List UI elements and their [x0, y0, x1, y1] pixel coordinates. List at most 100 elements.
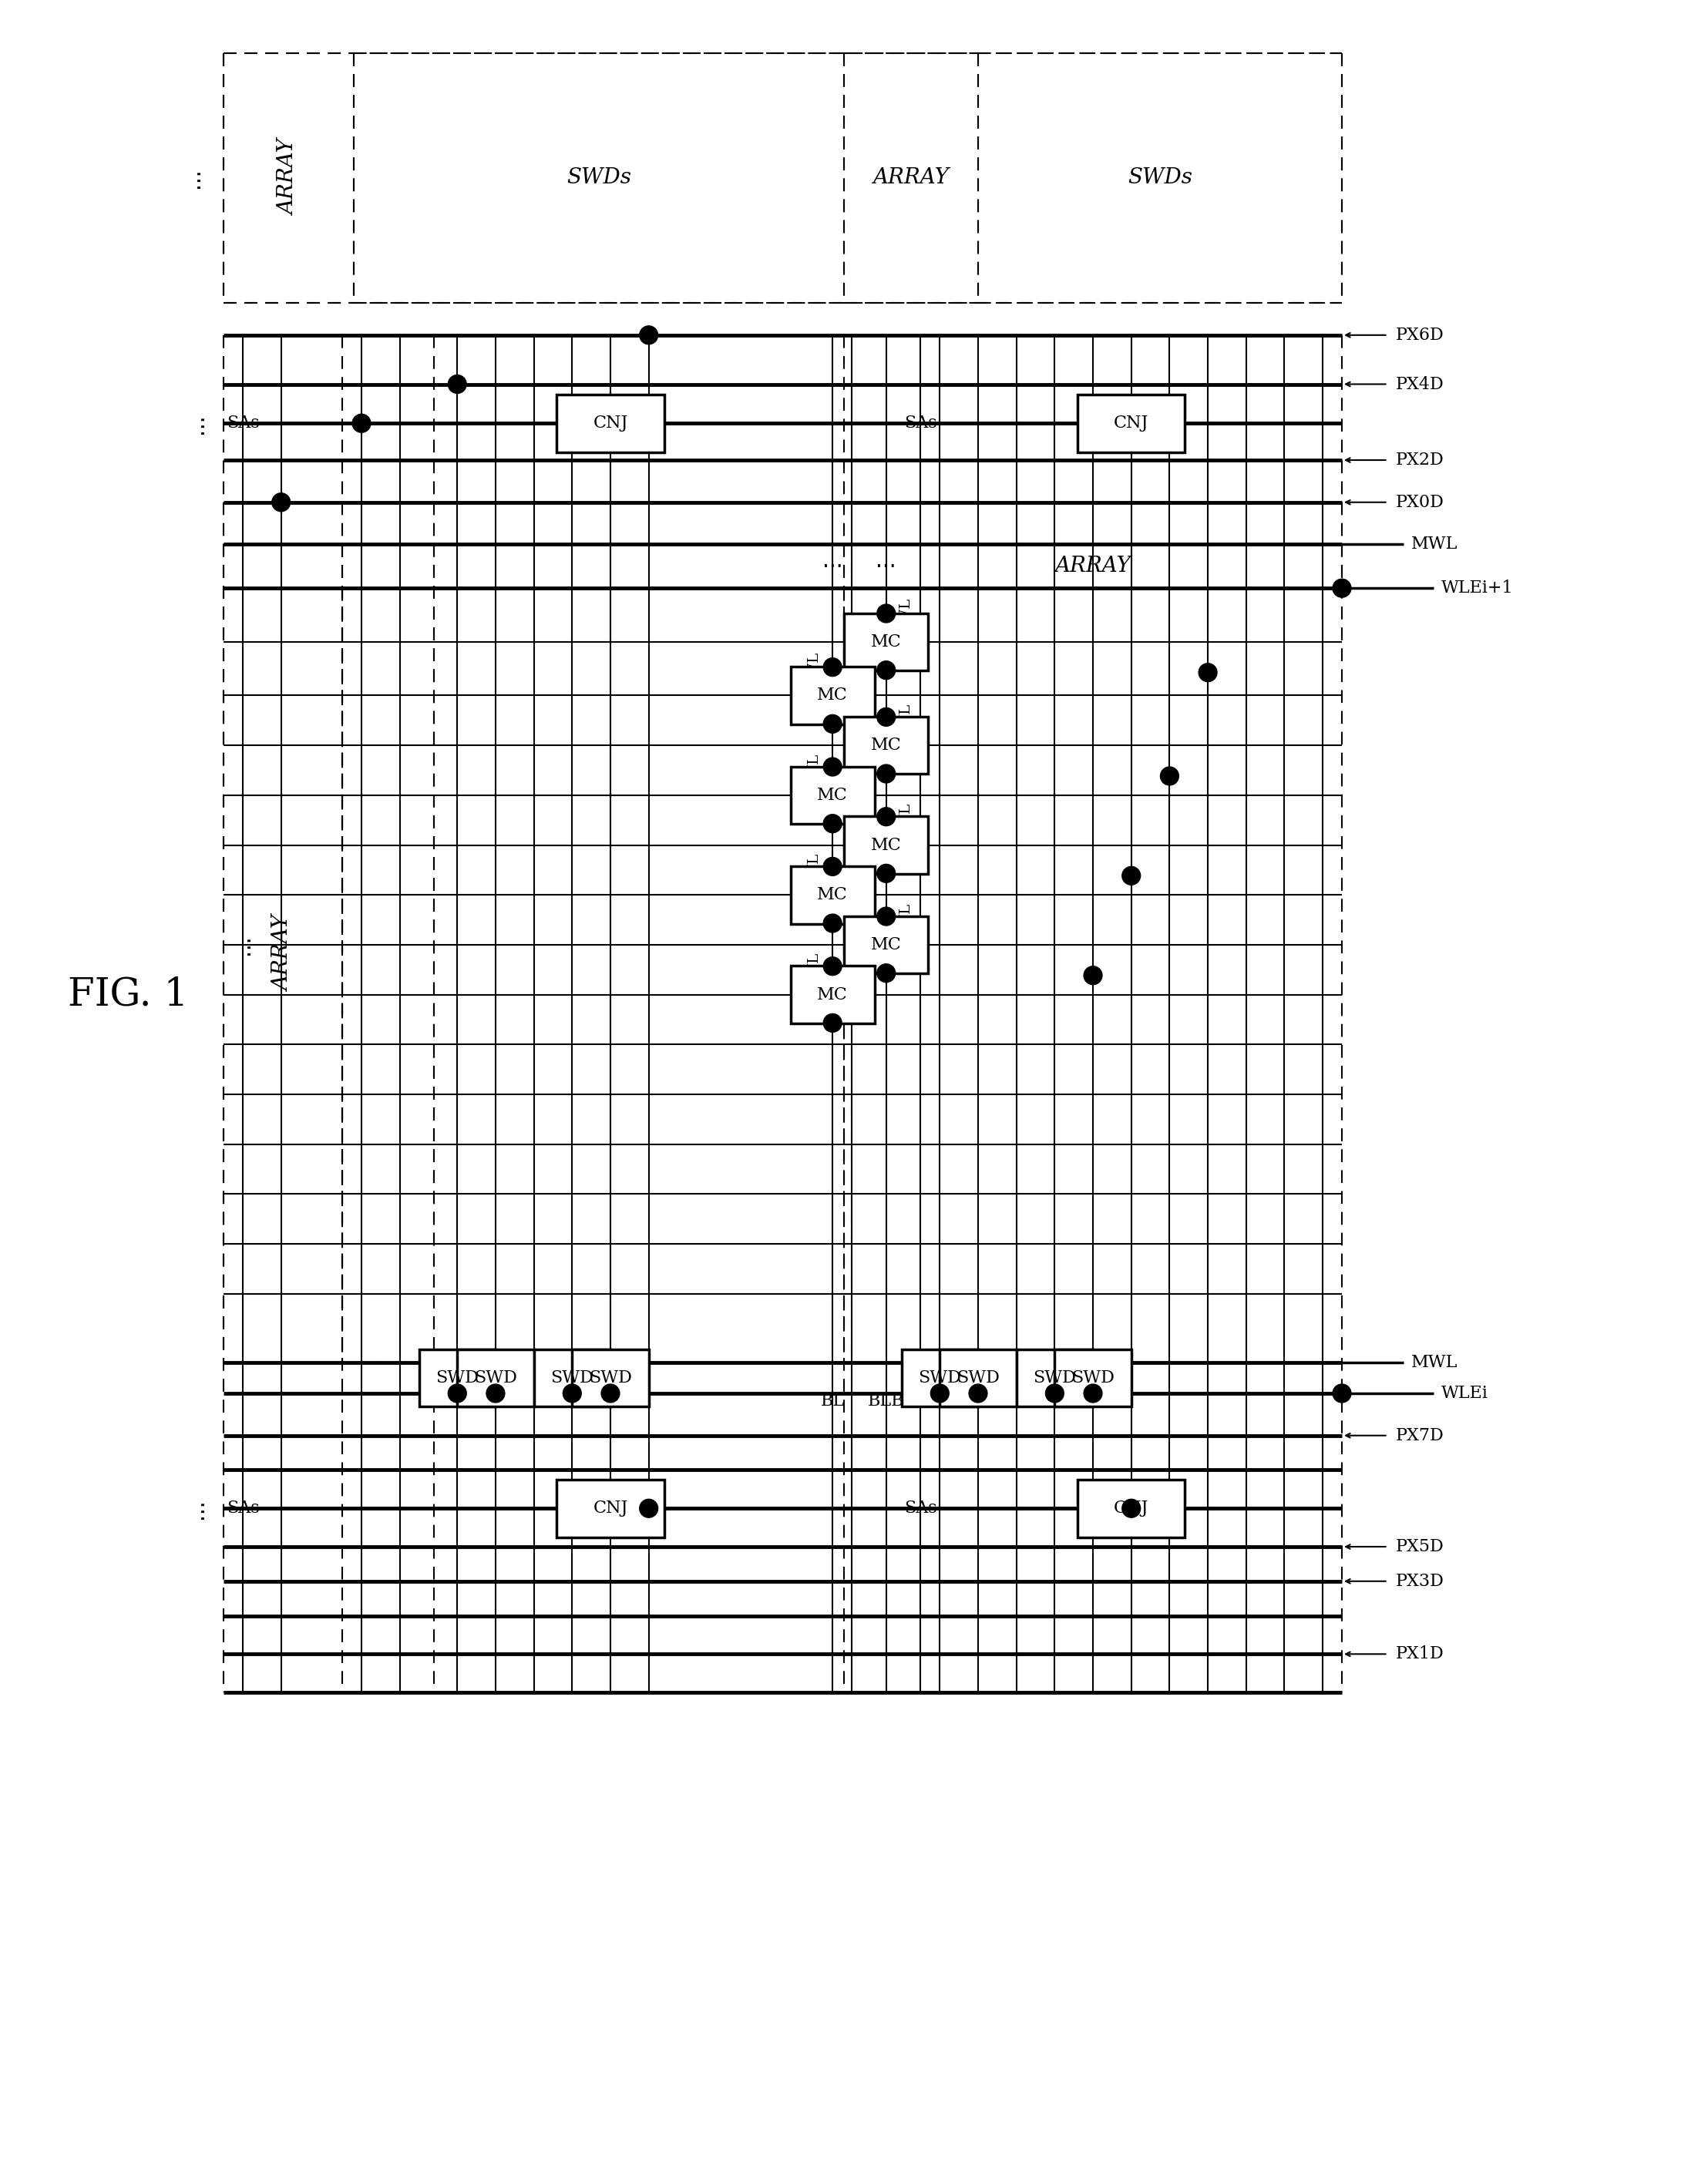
- Circle shape: [823, 1013, 842, 1032]
- Circle shape: [823, 658, 842, 677]
- Circle shape: [1122, 866, 1141, 885]
- Bar: [791, 965, 874, 1024]
- Text: BLB: BLB: [868, 1391, 905, 1409]
- Bar: [844, 716, 927, 775]
- Text: SAs: SAs: [904, 1500, 938, 1517]
- Circle shape: [931, 1385, 950, 1402]
- Text: MWL: MWL: [1411, 537, 1457, 554]
- Bar: [791, 766, 874, 824]
- Text: ...: ...: [822, 550, 842, 571]
- Text: MC: MC: [816, 987, 847, 1004]
- Text: PX6D: PX6D: [1395, 327, 1443, 344]
- Text: CNJ: CNJ: [1114, 415, 1149, 433]
- Circle shape: [1160, 766, 1179, 786]
- Text: PX5D: PX5D: [1395, 1539, 1443, 1556]
- Text: CNJ: CNJ: [593, 1500, 629, 1517]
- Circle shape: [876, 660, 895, 679]
- Text: MC: MC: [871, 937, 902, 952]
- Bar: [557, 1480, 664, 1536]
- Text: MC: MC: [871, 634, 902, 651]
- Bar: [557, 394, 664, 452]
- Circle shape: [823, 757, 842, 777]
- Text: SWD: SWD: [589, 1370, 632, 1387]
- Circle shape: [876, 963, 895, 982]
- Text: ...: ...: [186, 1497, 208, 1519]
- Text: SWL: SWL: [806, 853, 820, 887]
- Circle shape: [876, 764, 895, 783]
- Circle shape: [876, 604, 895, 623]
- Circle shape: [1332, 580, 1351, 597]
- Text: PX7D: PX7D: [1395, 1426, 1443, 1443]
- Circle shape: [1085, 1385, 1102, 1402]
- Circle shape: [352, 413, 371, 433]
- Text: SWD: SWD: [475, 1370, 518, 1387]
- Text: PX4D: PX4D: [1395, 377, 1443, 392]
- Bar: [1054, 1348, 1131, 1407]
- Circle shape: [823, 913, 842, 933]
- Text: SWL: SWL: [898, 902, 912, 937]
- Text: SWL: SWL: [898, 703, 912, 738]
- Circle shape: [1085, 965, 1102, 985]
- Text: SWL: SWL: [806, 952, 820, 987]
- Text: SWD: SWD: [550, 1370, 594, 1387]
- Bar: [572, 1348, 649, 1407]
- Text: MWL: MWL: [1411, 1355, 1457, 1372]
- Bar: [1016, 1348, 1093, 1407]
- Bar: [844, 612, 927, 671]
- Bar: [1078, 394, 1185, 452]
- Text: ...: ...: [876, 550, 897, 571]
- Text: FIG. 1: FIG. 1: [68, 976, 188, 1013]
- Circle shape: [876, 863, 895, 883]
- Text: CNJ: CNJ: [1114, 1500, 1149, 1517]
- Text: PX3D: PX3D: [1395, 1573, 1443, 1591]
- Circle shape: [823, 714, 842, 734]
- Text: PX0D: PX0D: [1395, 493, 1443, 511]
- Text: ARRAY: ARRAY: [1056, 556, 1131, 576]
- Text: WLEi: WLEi: [1442, 1385, 1488, 1402]
- Text: SAs: SAs: [227, 415, 260, 433]
- Circle shape: [823, 857, 842, 876]
- Circle shape: [823, 814, 842, 833]
- Text: ...: ...: [232, 935, 253, 954]
- Text: PX1D: PX1D: [1395, 1645, 1443, 1662]
- Circle shape: [639, 327, 658, 344]
- Circle shape: [601, 1385, 620, 1402]
- Text: SWL: SWL: [898, 597, 912, 632]
- Bar: [939, 1348, 1016, 1407]
- Bar: [418, 1348, 495, 1407]
- Circle shape: [447, 374, 466, 394]
- Text: ...: ...: [186, 413, 208, 433]
- Text: CNJ: CNJ: [593, 415, 629, 433]
- Text: MC: MC: [871, 738, 902, 753]
- Text: SWL: SWL: [806, 753, 820, 788]
- Circle shape: [876, 907, 895, 926]
- Text: PX2D: PX2D: [1395, 452, 1443, 470]
- Bar: [535, 1348, 610, 1407]
- Bar: [791, 866, 874, 924]
- Circle shape: [876, 708, 895, 727]
- Bar: [458, 1348, 535, 1407]
- Text: MC: MC: [816, 887, 847, 902]
- Text: MC: MC: [816, 788, 847, 803]
- Circle shape: [487, 1385, 506, 1402]
- Bar: [844, 816, 927, 874]
- Circle shape: [272, 493, 290, 511]
- Circle shape: [1122, 1500, 1141, 1517]
- Text: ARRAY: ARRAY: [273, 915, 294, 991]
- Bar: [902, 1348, 979, 1407]
- Circle shape: [639, 1500, 658, 1517]
- Circle shape: [1199, 664, 1218, 682]
- Text: ...: ...: [183, 167, 203, 188]
- Bar: [791, 667, 874, 725]
- Text: SWDs: SWDs: [1127, 167, 1192, 188]
- Text: SWL: SWL: [806, 651, 820, 686]
- Text: SWD: SWD: [1071, 1370, 1115, 1387]
- Circle shape: [823, 956, 842, 976]
- Text: SWD: SWD: [919, 1370, 962, 1387]
- Text: ARRAY: ARRAY: [278, 141, 299, 216]
- Text: WLEi+1: WLEi+1: [1442, 580, 1513, 597]
- Circle shape: [968, 1385, 987, 1402]
- Text: MC: MC: [871, 837, 902, 853]
- Circle shape: [447, 1385, 466, 1402]
- Text: ARRAY: ARRAY: [873, 167, 950, 188]
